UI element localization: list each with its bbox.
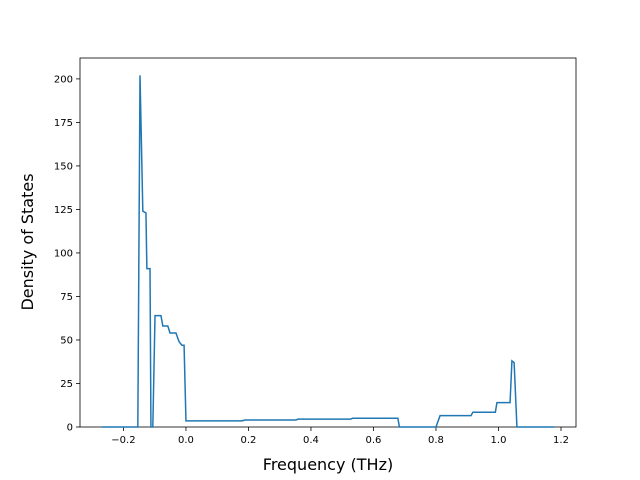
- y-tick-label: 175: [54, 118, 73, 129]
- plot-frame: [79, 57, 577, 428]
- x-tick-label: 0.6: [366, 435, 382, 446]
- x-tick-label: 0.4: [303, 435, 319, 446]
- y-tick-label: 75: [60, 292, 73, 303]
- y-tick-label: 0: [67, 423, 73, 434]
- x-axis-label: Frequency (THz): [263, 455, 393, 474]
- y-tick-label: 200: [54, 74, 73, 85]
- y-tick-label: 50: [60, 335, 73, 346]
- y-axis-label: Density of States: [18, 173, 37, 310]
- x-tick-label: 1.0: [491, 435, 507, 446]
- x-tick-label: −0.2: [111, 435, 135, 446]
- y-tick-label: 125: [54, 205, 73, 216]
- x-tick-label: 0.0: [178, 435, 194, 446]
- x-tick-label: 0.2: [241, 435, 257, 446]
- y-tick-label: 150: [54, 161, 73, 172]
- y-tick-label: 25: [60, 379, 73, 390]
- line: [101, 75, 555, 428]
- x-tick-label: 0.8: [428, 435, 444, 446]
- y-tick-label: 100: [54, 248, 73, 259]
- x-tick-label: 1.2: [553, 435, 569, 446]
